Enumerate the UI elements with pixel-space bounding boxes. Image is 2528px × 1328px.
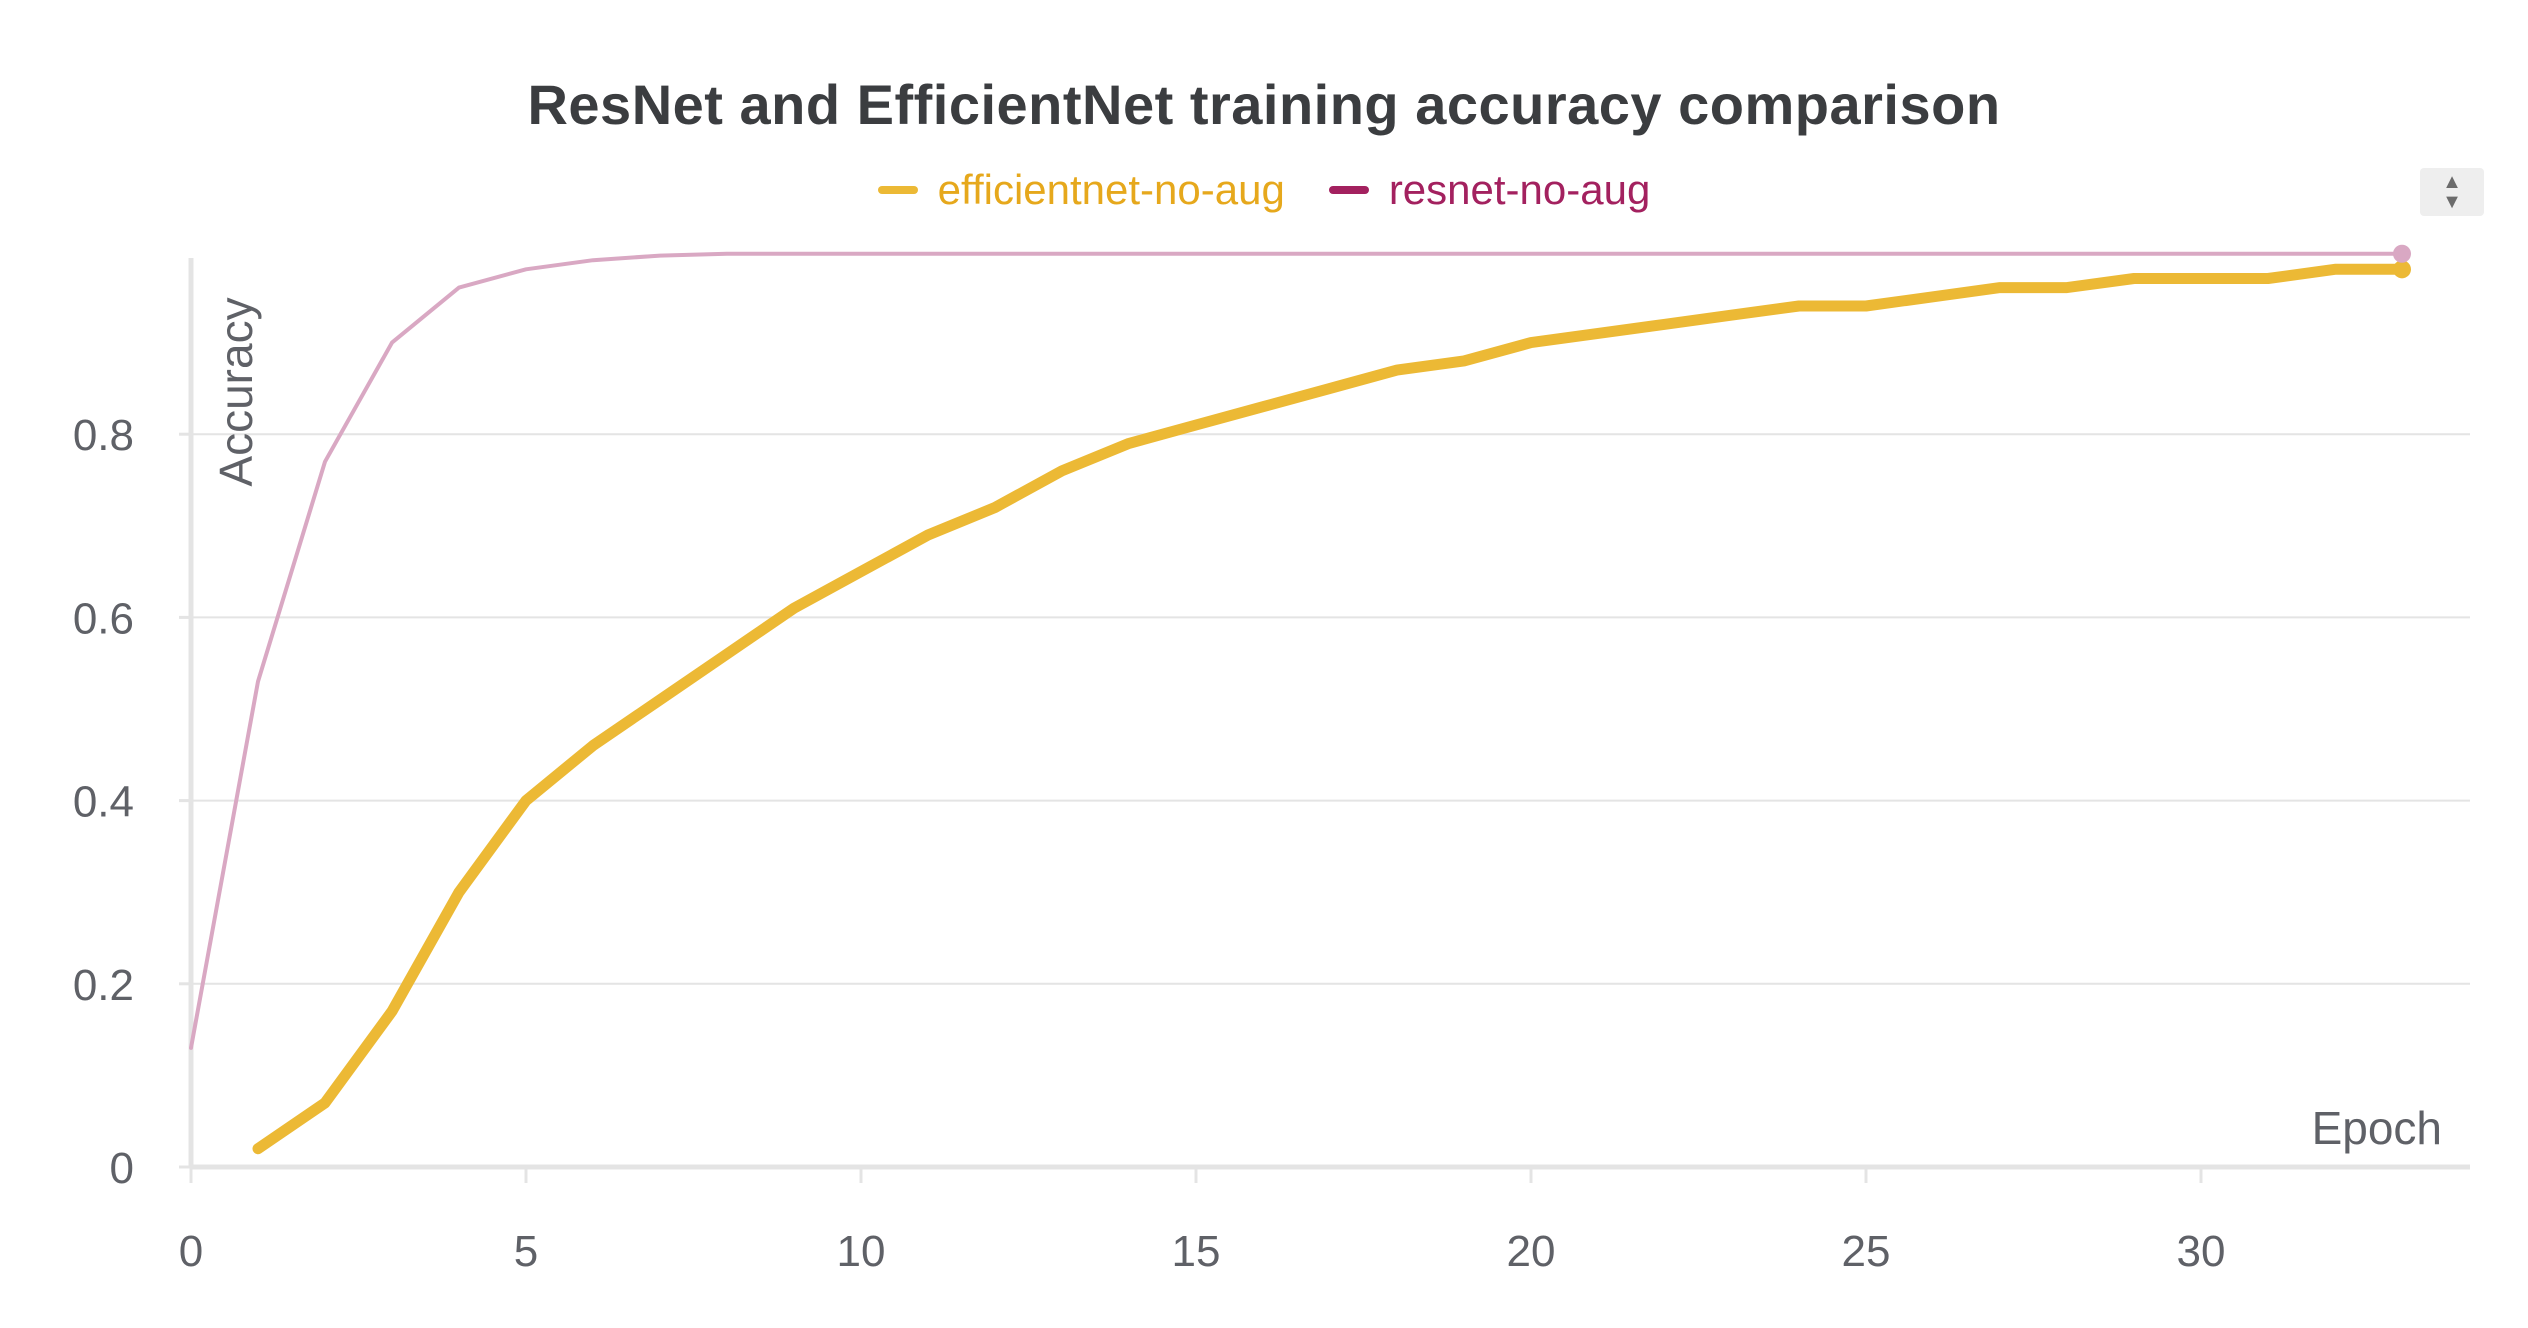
legend-item-resnet[interactable]: resnet-no-aug — [1328, 166, 1651, 214]
legend-label-resnet: resnet-no-aug — [1388, 166, 1651, 213]
x-tick-label: 0 — [179, 1227, 203, 1276]
series-line-efficientnet-no-aug — [252, 263, 2408, 1155]
x-tick-label: 30 — [2177, 1227, 2226, 1276]
x-tick-label: 15 — [1172, 1227, 1221, 1276]
series-end-point-efficientnet-no-aug — [2393, 260, 2411, 279]
chart-title: ResNet and EfficientNet training accurac… — [527, 73, 2001, 136]
x-tick-label: 10 — [837, 1227, 886, 1276]
series-end-point-resnet-no-aug — [2393, 244, 2411, 263]
axes: 0 0.2 0.4 0.6 0.8 0 5 10 15 20 25 30 — [73, 258, 2470, 1276]
legend-scroll-control[interactable]: ▲ ▼ — [2420, 168, 2484, 216]
x-tick-label: 20 — [1507, 1227, 1556, 1276]
legend-swatch-efficientnet — [877, 186, 918, 194]
axis-labels: Accuracy Epoch — [210, 297, 2442, 1154]
y-tick-label: 0.6 — [73, 594, 134, 643]
x-tick-label: 5 — [514, 1227, 538, 1276]
chevron-down-icon[interactable]: ▼ — [2442, 191, 2462, 213]
grid-lines — [191, 433, 2470, 985]
legend-label-efficientnet: efficientnet-no-aug — [937, 166, 1285, 213]
legend-item-efficientnet[interactable]: efficientnet-no-aug — [877, 166, 1285, 214]
series-line-resnet-no-aug — [189, 251, 2404, 1050]
y-tick-label: 0.4 — [73, 778, 134, 827]
y-tick-label: 0.2 — [73, 961, 134, 1010]
x-tick-label: 25 — [1842, 1227, 1891, 1276]
y-tick-label: 0.8 — [73, 411, 134, 460]
y-axis-label: Accuracy — [210, 297, 262, 486]
legend-swatch-resnet — [1328, 186, 1369, 194]
series-lines — [189, 244, 2411, 1155]
chevron-up-icon[interactable]: ▲ — [2442, 171, 2462, 193]
y-tick-label: 0 — [110, 1144, 134, 1193]
x-axis-label: Epoch — [2312, 1102, 2442, 1154]
legend: efficientnet-no-aug resnet-no-aug — [0, 166, 2528, 214]
